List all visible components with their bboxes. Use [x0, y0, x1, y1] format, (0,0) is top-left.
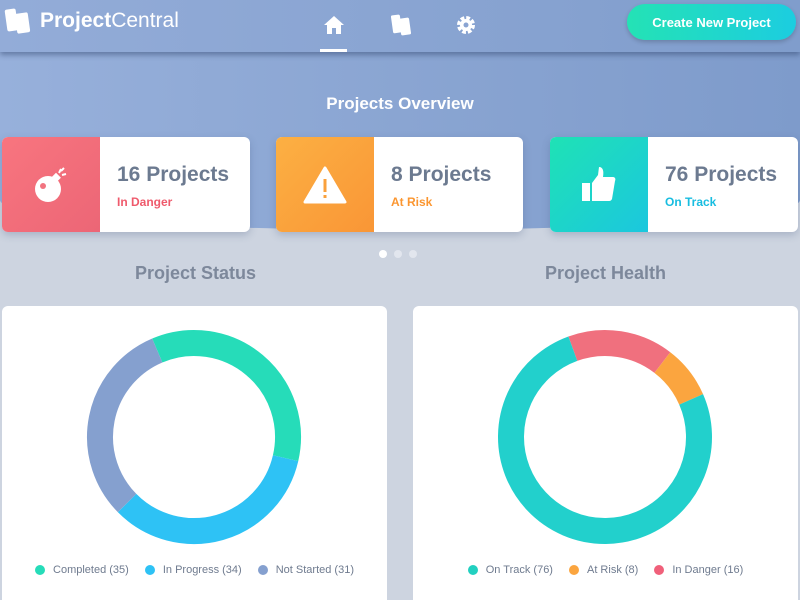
donut-segment-completed[interactable] — [152, 330, 301, 462]
card-label: On Track — [665, 195, 717, 209]
legend-dot — [654, 565, 665, 575]
legend-dot — [35, 565, 46, 575]
legend-label: Completed (35) — [53, 564, 129, 576]
card-icon-panel — [550, 137, 648, 232]
legend-item: Not Started (31) — [257, 564, 354, 576]
nav-settings[interactable] — [451, 10, 481, 40]
card-icon-panel — [2, 137, 100, 232]
card-value: 16 Projects — [117, 163, 230, 186]
project-health-title: Project Health — [545, 263, 667, 283]
card-icon-panel — [276, 137, 374, 232]
cards-icon — [390, 14, 412, 36]
bomb-icon — [35, 166, 67, 202]
legend-label: Not Started (31) — [275, 564, 354, 576]
donut-segment-in-progress[interactable] — [117, 454, 299, 544]
top-bar: Project Central Create New Project — [0, 0, 800, 52]
card-value: 76 Projects — [665, 163, 778, 186]
home-icon — [324, 16, 344, 34]
card-label: In Danger — [117, 195, 173, 209]
overview-title: Projects Overview — [326, 94, 474, 113]
card-on-track[interactable]: 76 Projects On Track — [550, 137, 798, 232]
carousel-pager — [379, 250, 417, 258]
legend-dot — [144, 565, 155, 575]
legend-item: At Risk (8) — [568, 564, 639, 576]
donut-segment-in-danger[interactable] — [568, 330, 671, 374]
pager-dot[interactable] — [409, 250, 417, 258]
project-status-panel: Completed (35) In Progress (34) Not Starte… — [2, 306, 387, 600]
legend-label: In Danger (16) — [672, 564, 744, 576]
project-health-legend: On Track (76) At Risk (8) In Danger (16) — [413, 564, 798, 576]
gear-icon — [457, 16, 475, 34]
legend-dot — [568, 565, 579, 575]
create-new-project-button[interactable]: Create New Project — [627, 4, 796, 40]
card-in-danger[interactable]: 16 Projects In Danger — [2, 137, 250, 232]
nav-projects[interactable] — [386, 10, 416, 40]
legend-dot — [257, 565, 268, 575]
thumbs-up-icon — [582, 166, 616, 201]
warning-icon — [303, 166, 347, 203]
project-health-donut — [498, 330, 712, 544]
nav-home[interactable] — [319, 10, 349, 40]
legend-label: In Progress (34) — [162, 564, 242, 576]
active-nav-indicator — [320, 49, 347, 52]
app-logo[interactable]: Project Central — [4, 8, 179, 34]
legend-label: At Risk (8) — [586, 564, 639, 576]
donut-segment-on-track[interactable] — [498, 336, 712, 544]
card-label: At Risk — [391, 195, 433, 209]
card-at-risk[interactable]: 8 Projects At Risk — [276, 137, 523, 232]
project-status-donut — [87, 330, 301, 544]
pager-dot[interactable] — [394, 250, 402, 258]
legend-label: On Track (76) — [485, 564, 553, 576]
donut-segment-not-started[interactable] — [87, 338, 163, 513]
legend-item: On Track (76) — [467, 564, 553, 576]
pager-dot[interactable] — [379, 250, 387, 258]
project-status-legend: Completed (35) In Progress (34) Not Starte… — [2, 564, 387, 576]
app-name-rest: Central — [111, 9, 179, 32]
legend-item: In Danger (16) — [654, 564, 743, 576]
legend-item: In Progress (34) — [144, 564, 242, 576]
app-name-bold: Project — [40, 9, 112, 32]
legend-dot — [467, 565, 478, 575]
logo-icon — [4, 8, 32, 34]
project-health-panel: On Track (76) At Risk (8) In Danger (16) — [413, 306, 798, 600]
donut-segment-at-risk[interactable] — [654, 352, 704, 406]
project-status-title: Project Status — [135, 263, 257, 283]
legend-item: Completed (35) — [35, 564, 129, 576]
card-value: 8 Projects — [391, 163, 492, 186]
